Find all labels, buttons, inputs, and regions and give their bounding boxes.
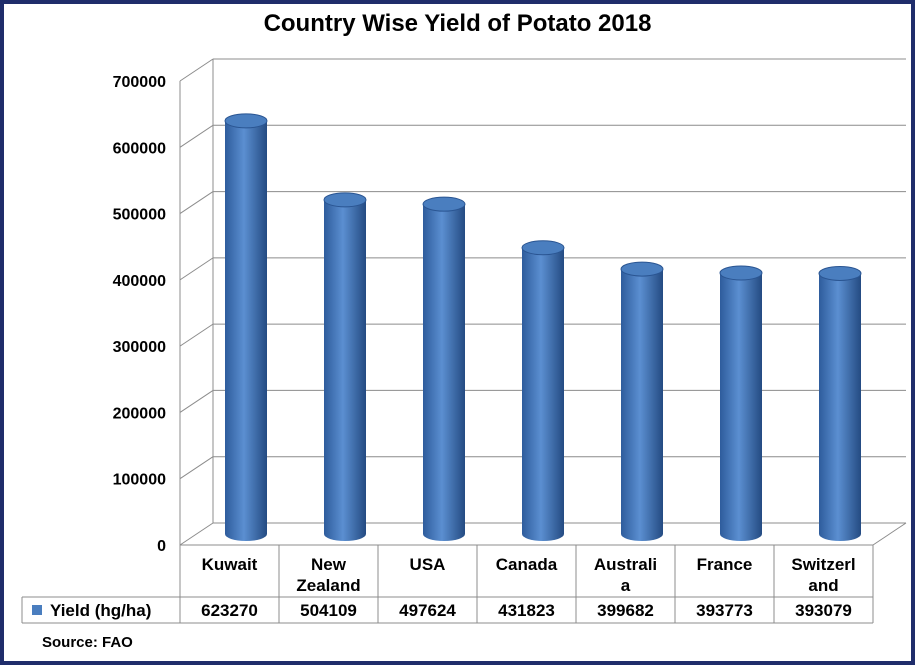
bar-body <box>522 247 564 541</box>
data-value-label: 399682 <box>597 601 654 620</box>
gridline-depth <box>179 390 214 413</box>
gridline-depth <box>179 522 214 546</box>
data-value-label: 393079 <box>795 601 852 620</box>
bar-body <box>324 199 366 541</box>
bar-australia <box>620 261 664 541</box>
gridline-depth <box>179 323 214 347</box>
bar-top <box>323 192 367 208</box>
chart-title: Country Wise Yield of Potato 2018 <box>263 10 652 37</box>
bar-switzerland <box>818 265 862 541</box>
bar-top <box>521 240 565 256</box>
data-value-label: 393773 <box>696 601 753 620</box>
x-tick-label: France <box>697 555 753 574</box>
bar-body <box>720 272 762 541</box>
y-tick-label: 100000 <box>113 472 166 489</box>
y-tick-label: 700000 <box>113 74 166 91</box>
y-tick-label: 500000 <box>113 207 166 224</box>
x-tick-label: Australi a <box>594 555 657 595</box>
data-value-label: 623270 <box>201 601 258 620</box>
bar-top <box>620 261 664 277</box>
bar-france <box>719 265 763 541</box>
bar-body <box>423 204 465 542</box>
gridline-depth <box>179 456 214 480</box>
gridline-depth <box>179 124 214 148</box>
y-tick-label: 0 <box>157 538 166 555</box>
x-tick-label: New Zealand <box>296 555 360 595</box>
floor-right-edge <box>872 522 907 546</box>
gridline-depth <box>179 58 214 82</box>
bar-body <box>621 269 663 541</box>
source-note: Source: FAO <box>42 634 133 651</box>
bar-top <box>818 265 862 281</box>
bar-new-zealand <box>323 192 367 541</box>
y-tick-label: 400000 <box>113 273 166 290</box>
legend-swatch <box>32 605 42 615</box>
legend-label: Yield (hg/ha) <box>50 601 151 620</box>
bar-canada <box>521 240 565 541</box>
bar-body <box>819 273 861 541</box>
x-tick-label: Switzerl and <box>791 555 855 595</box>
x-tick-label: Kuwait <box>202 555 258 574</box>
bar-top <box>224 113 268 129</box>
bar-usa <box>422 196 466 542</box>
data-value-label: 431823 <box>498 601 555 620</box>
data-value-label: 504109 <box>300 601 357 620</box>
y-tick-label: 200000 <box>113 405 166 422</box>
x-tick-label: Canada <box>496 555 558 574</box>
bar-top <box>719 265 763 281</box>
y-tick-label: 300000 <box>113 339 166 356</box>
bar-top <box>422 196 466 212</box>
data-value-label: 497624 <box>399 601 456 620</box>
gridline-depth <box>179 257 214 281</box>
bar-body <box>225 120 267 542</box>
gridline-depth <box>179 191 214 214</box>
x-tick-label: USA <box>410 555 446 574</box>
bar-kuwait <box>224 113 268 542</box>
y-tick-label: 600000 <box>113 140 166 157</box>
